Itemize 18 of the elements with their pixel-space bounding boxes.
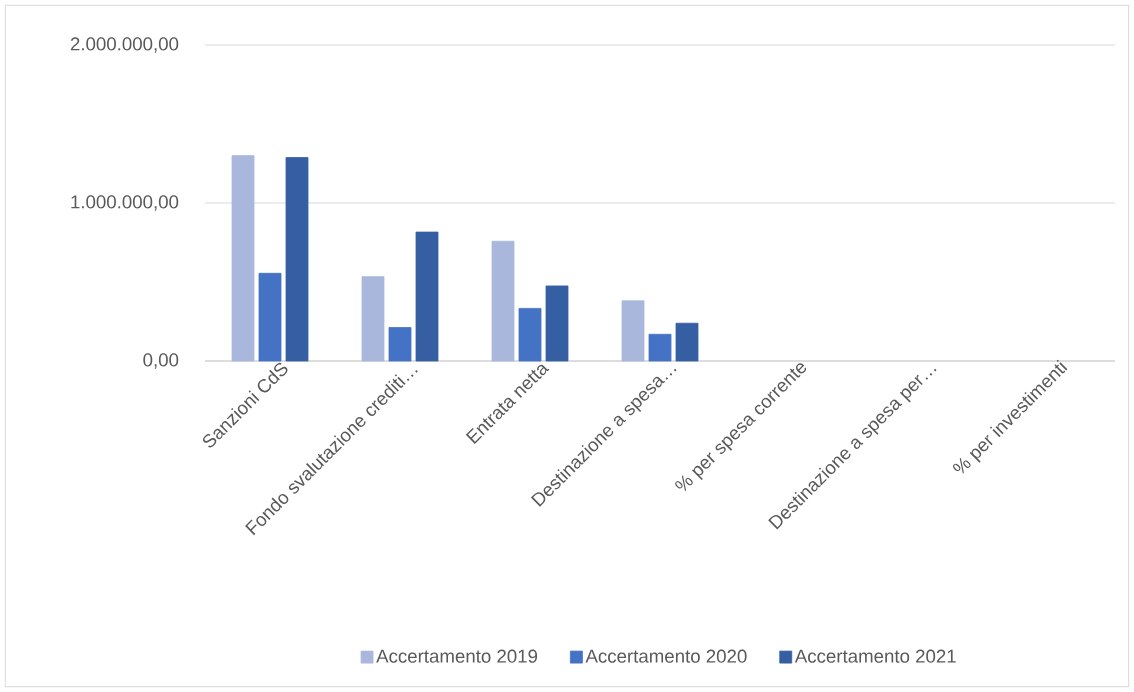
bar (258, 272, 282, 362)
y-tick-label: 2.000.000,00 (70, 37, 179, 53)
legend-label: Accertamento 2021 (794, 649, 956, 663)
bar (388, 327, 412, 362)
bar (518, 307, 542, 362)
bar (285, 157, 309, 362)
bar (231, 155, 255, 362)
legend-label: Accertamento 2019 (376, 649, 538, 663)
bar (415, 231, 439, 362)
bar (648, 333, 672, 362)
bar (545, 285, 569, 362)
bar (361, 276, 385, 362)
y-tick-label: 0,00 (143, 353, 179, 369)
bar (621, 300, 645, 362)
y-tick-label: 1.000.000,00 (71, 195, 179, 211)
bar (491, 240, 515, 362)
legend-label: Accertamento 2020 (585, 649, 747, 663)
bar (675, 322, 699, 362)
